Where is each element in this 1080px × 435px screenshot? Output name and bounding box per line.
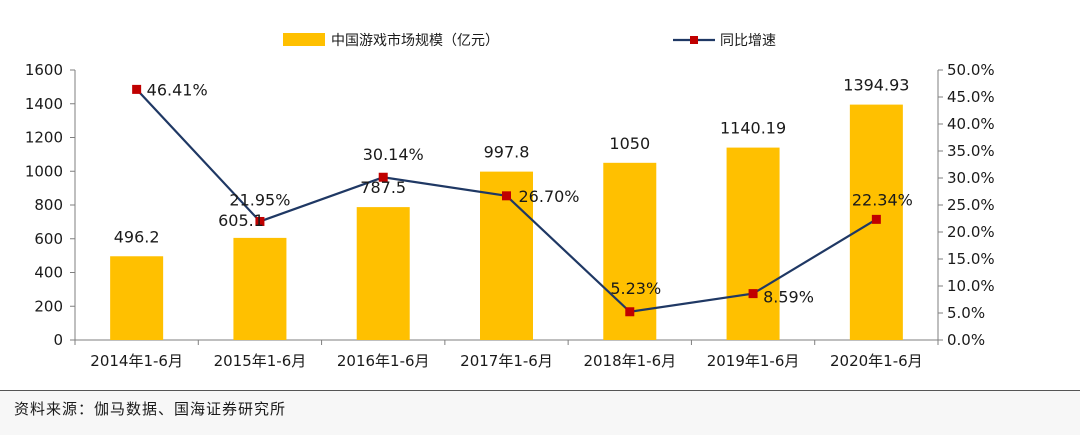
growth-value-label: 8.59% xyxy=(763,288,814,307)
growth-value-label: 46.41% xyxy=(147,80,208,99)
y-left-tick-label: 1000 xyxy=(25,162,63,180)
legend-line-marker xyxy=(690,36,698,44)
bar xyxy=(110,256,163,340)
x-tick-label: 2014年1-6月 xyxy=(90,352,183,370)
bar-value-label: 997.8 xyxy=(484,143,530,162)
x-tick-label: 2020年1-6月 xyxy=(830,352,923,370)
legend-bar-swatch xyxy=(283,33,325,46)
x-tick-label: 2018年1-6月 xyxy=(583,352,676,370)
y-left-tick-label: 1400 xyxy=(25,95,63,113)
legend-line-label: 同比增速 xyxy=(720,33,776,49)
y-left-tick-label: 400 xyxy=(34,264,63,282)
y-left-tick-label: 1600 xyxy=(25,61,63,79)
combo-chart: 0 200 400 600 800 1000 1200 1400 1600 0.0% 5.0% 10.… xyxy=(0,0,1080,390)
footer-divider xyxy=(0,390,1080,391)
growth-value-label: 26.70% xyxy=(519,187,580,206)
y-left-tick-label: 600 xyxy=(34,230,63,248)
y-right-tick-label: 15.0% xyxy=(947,250,995,268)
growth-value-label: 21.95% xyxy=(229,190,290,209)
growth-marker xyxy=(749,289,758,298)
y-right-tick-label: 25.0% xyxy=(947,196,995,214)
bar-value-label: 787.5 xyxy=(360,178,406,197)
y-right-tick-label: 50.0% xyxy=(947,61,995,79)
bar xyxy=(727,148,780,340)
y-right-tick-label: 30.0% xyxy=(947,169,995,187)
x-tick-label: 2017年1-6月 xyxy=(460,352,553,370)
y-right-tick-label: 0.0% xyxy=(947,331,985,349)
growth-marker xyxy=(872,215,881,224)
x-tick-label: 2015年1-6月 xyxy=(214,352,307,370)
bar xyxy=(233,238,286,340)
y-left-tick-label: 800 xyxy=(34,196,63,214)
bar-value-label: 496.2 xyxy=(114,227,160,246)
source-note: 资料来源：伽马数据、国海证券研究所 xyxy=(14,398,286,419)
legend: 中国游戏市场规模（亿元） 同比增速 xyxy=(283,32,776,49)
bar-value-label: 605.1 xyxy=(218,211,264,230)
y-right-tick-label: 10.0% xyxy=(947,277,995,295)
growth-marker xyxy=(502,191,511,200)
bar-value-label: 1394.93 xyxy=(843,76,909,95)
bar xyxy=(357,207,410,340)
y-right-tick-label: 35.0% xyxy=(947,142,995,160)
growth-value-label: 5.23% xyxy=(610,279,661,298)
x-tick-label: 2016年1-6月 xyxy=(337,352,430,370)
y-left-tick-label: 0 xyxy=(53,331,63,349)
legend-bar-label: 中国游戏市场规模（亿元） xyxy=(331,32,499,49)
growth-marker xyxy=(132,85,141,94)
bar-value-label: 1050 xyxy=(609,134,650,153)
y-left-tick-label: 1200 xyxy=(25,129,63,147)
y-right-tick-label: 20.0% xyxy=(947,223,995,241)
growth-value-label: 30.14% xyxy=(363,145,424,164)
y-right-tick-label: 5.0% xyxy=(947,304,985,322)
bar-value-label: 1140.19 xyxy=(720,119,786,138)
y-right-tick-label: 45.0% xyxy=(947,88,995,106)
x-tick-label: 2019年1-6月 xyxy=(707,352,800,370)
y-left-tick-label: 200 xyxy=(34,297,63,315)
y-right-tick-label: 40.0% xyxy=(947,115,995,133)
growth-marker xyxy=(625,307,634,316)
growth-value-label: 22.34% xyxy=(852,190,913,209)
